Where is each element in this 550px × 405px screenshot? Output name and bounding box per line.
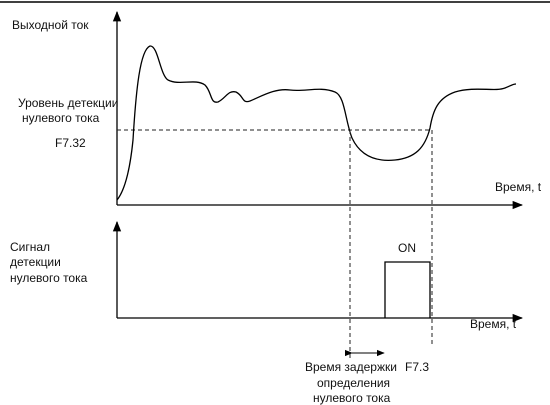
delay-label: определения xyxy=(317,376,390,390)
current-curve xyxy=(116,45,517,201)
x-label: Время, t xyxy=(470,317,517,331)
delay-label: Время задержки xyxy=(305,360,397,374)
x-label: Время, t xyxy=(495,180,542,194)
pulse-label: ON xyxy=(398,241,416,255)
y-label: Сигнал xyxy=(10,240,50,254)
level-label: Уровень детекции xyxy=(18,96,118,110)
level-param: F7.32 xyxy=(55,136,86,150)
y-label: детекции xyxy=(10,255,61,269)
level-label: нулевого тока xyxy=(22,111,100,125)
y-label: нулевого тока xyxy=(10,271,88,285)
y-label: Выходной ток xyxy=(12,18,89,32)
pulse xyxy=(384,261,431,318)
delay-param: F7.3 xyxy=(405,360,429,374)
delay-label: нулевого тока xyxy=(313,391,391,405)
